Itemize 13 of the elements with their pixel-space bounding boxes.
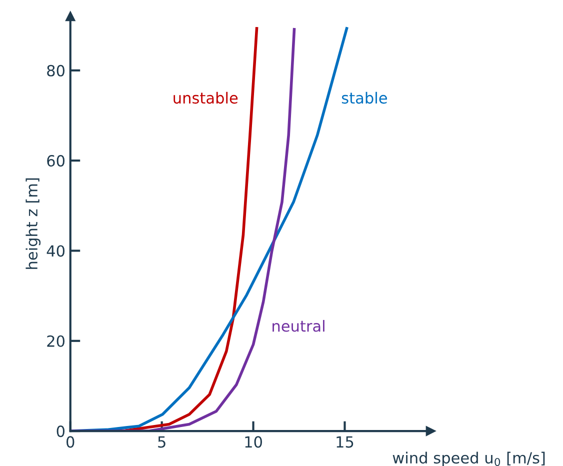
x-tick-label: 5 xyxy=(158,436,166,448)
y-tick-label: 80 xyxy=(47,64,64,76)
y-tick-label: 40 xyxy=(46,245,64,257)
y-tick-label: 0 xyxy=(56,426,64,438)
y-axis-title: height z [m] xyxy=(26,178,41,269)
x-tick-label: 0 xyxy=(66,436,74,448)
series-label: neutral xyxy=(272,320,324,332)
x-tick-label: 15 xyxy=(336,436,354,448)
series-label: unstable xyxy=(174,92,238,104)
y-tick-label: 60 xyxy=(47,155,64,167)
series-label: stable xyxy=(342,92,387,104)
x-tick-label: 10 xyxy=(245,436,262,448)
y-tick-label: 20 xyxy=(47,335,64,347)
